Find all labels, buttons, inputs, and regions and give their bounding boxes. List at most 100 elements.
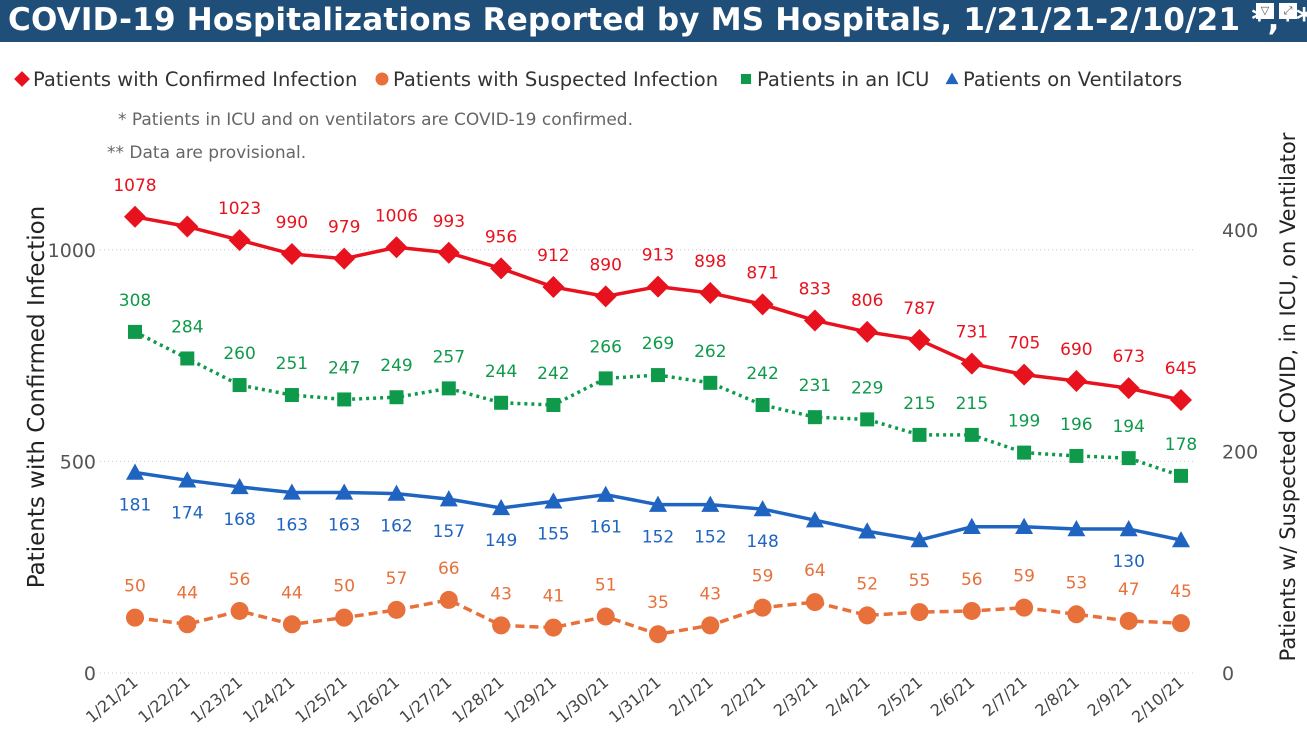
data-point <box>335 483 354 500</box>
data-label: 1023 <box>218 199 261 219</box>
data-point <box>753 598 772 617</box>
filter-icon[interactable]: ▽ <box>1256 3 1274 19</box>
x-tick-label: 2/1/21 <box>665 673 717 721</box>
legend-marker <box>945 72 959 85</box>
focus-mode-icon[interactable]: ⤢ <box>1279 3 1297 19</box>
data-label: 990 <box>276 213 308 233</box>
data-label: 35 <box>647 593 669 613</box>
data-label: 56 <box>961 570 983 590</box>
data-point <box>282 483 301 500</box>
data-label: 163 <box>328 515 360 535</box>
data-point <box>807 410 822 425</box>
legend-label: Patients in an ICU <box>757 68 929 91</box>
data-point <box>596 485 615 502</box>
data-label: 215 <box>903 394 935 414</box>
data-label: 52 <box>856 574 878 594</box>
data-label: 174 <box>171 503 203 523</box>
x-tick-label: 1/28/21 <box>448 673 507 727</box>
x-tick-label: 2/9/21 <box>1084 673 1136 721</box>
data-label: 247 <box>328 358 360 378</box>
data-label: 242 <box>746 364 778 384</box>
x-tick-label: 1/31/21 <box>605 673 664 727</box>
data-point <box>1015 598 1034 617</box>
data-label: 705 <box>1008 334 1040 354</box>
data-label: 162 <box>380 517 412 537</box>
data-label: 155 <box>537 524 569 544</box>
data-point <box>230 601 249 620</box>
x-tick-label: 2/4/21 <box>822 673 874 721</box>
data-point <box>755 397 770 412</box>
page-title: COVID-19 Hospitalizations Reported by MS… <box>8 2 1307 38</box>
data-label: 912 <box>537 246 569 266</box>
data-label: 956 <box>485 227 517 247</box>
x-tick-label: 1/24/21 <box>239 673 298 727</box>
data-label: 50 <box>124 577 146 597</box>
data-label: 44 <box>281 583 303 603</box>
data-label: 64 <box>804 561 826 581</box>
data-point <box>126 463 144 480</box>
data-label: 181 <box>119 496 151 516</box>
data-point <box>647 275 669 298</box>
data-point <box>858 522 877 539</box>
data-label: 690 <box>1060 340 1092 360</box>
data-label: 196 <box>1060 415 1092 435</box>
x-tick-label: 1/27/21 <box>396 673 455 727</box>
legend-label: Patients on Ventilators <box>963 68 1182 91</box>
data-label: 787 <box>903 299 935 319</box>
data-point <box>1172 614 1190 633</box>
data-point <box>492 498 511 516</box>
data-label: 833 <box>799 279 831 299</box>
data-point <box>439 590 458 609</box>
data-label: 168 <box>223 510 255 530</box>
data-point <box>1170 389 1192 412</box>
data-point <box>280 243 303 266</box>
data-point <box>1069 448 1084 463</box>
data-label: 242 <box>537 364 569 384</box>
data-point <box>387 600 406 619</box>
data-point <box>912 427 927 442</box>
data-point <box>1172 531 1190 548</box>
data-point <box>1067 520 1086 537</box>
data-point <box>1067 605 1086 624</box>
data-point <box>284 388 299 403</box>
data-point <box>437 241 460 264</box>
data-point <box>1119 520 1138 537</box>
data-label: 231 <box>799 376 831 396</box>
data-label: 157 <box>433 522 465 542</box>
data-point <box>858 606 877 625</box>
data-point <box>701 495 720 512</box>
data-point <box>180 351 195 366</box>
data-point <box>1013 363 1036 386</box>
data-point <box>1065 369 1088 392</box>
data-label: 257 <box>433 347 465 367</box>
data-point <box>699 281 722 304</box>
x-tick-label: 1/22/21 <box>134 673 193 727</box>
data-label: 251 <box>276 354 308 374</box>
data-label: 43 <box>490 584 512 604</box>
legend-marker <box>14 71 30 87</box>
data-label: 898 <box>694 252 726 272</box>
data-point <box>333 247 356 270</box>
data-label: 215 <box>956 394 988 414</box>
data-point <box>282 615 301 634</box>
data-point <box>701 616 720 635</box>
data-point <box>805 593 824 612</box>
data-point <box>124 205 146 228</box>
data-point <box>441 381 456 396</box>
data-point <box>335 608 354 627</box>
y-tick-label: 0 <box>84 663 96 685</box>
data-label: 249 <box>380 356 412 376</box>
data-label: 260 <box>223 344 255 364</box>
data-label: 47 <box>1118 580 1140 600</box>
footnote-provisional: ** Data are provisional. <box>107 143 306 163</box>
data-point <box>1015 517 1034 535</box>
data-label: 45 <box>1170 582 1192 602</box>
data-point <box>803 309 826 332</box>
data-point <box>805 511 824 528</box>
data-point <box>544 618 563 637</box>
data-label: 41 <box>543 587 565 607</box>
data-label: 55 <box>909 571 931 591</box>
x-tick-label: 2/3/21 <box>770 673 822 721</box>
data-label: 199 <box>1008 412 1040 432</box>
data-label: 161 <box>589 518 621 538</box>
